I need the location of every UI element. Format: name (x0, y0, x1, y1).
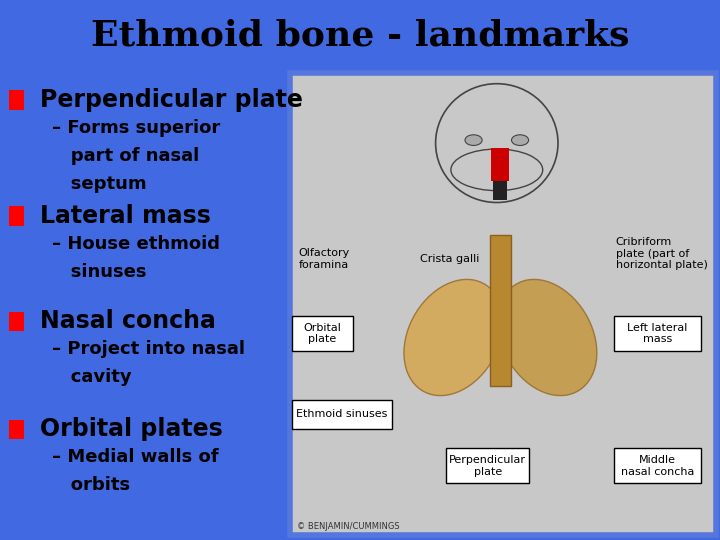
Text: © BENJAMIN/CUMMINGS: © BENJAMIN/CUMMINGS (297, 522, 400, 531)
FancyBboxPatch shape (9, 206, 24, 226)
FancyBboxPatch shape (9, 90, 24, 110)
Text: Olfactory
foramina: Olfactory foramina (299, 248, 350, 270)
Text: cavity: cavity (52, 368, 132, 387)
Text: – Medial walls of: – Medial walls of (52, 448, 218, 467)
Text: – House ethmoid: – House ethmoid (52, 235, 220, 253)
FancyBboxPatch shape (446, 448, 529, 483)
Text: Middle
nasal concha: Middle nasal concha (621, 455, 694, 476)
Text: Perpendicular plate: Perpendicular plate (40, 88, 302, 112)
FancyBboxPatch shape (490, 235, 511, 386)
Text: sinuses: sinuses (52, 263, 146, 281)
Text: Orbital
plate: Orbital plate (303, 322, 341, 345)
Ellipse shape (404, 279, 503, 396)
Text: Nasal concha: Nasal concha (40, 309, 215, 333)
Text: Cribriform
plate (part of
horizontal plate): Cribriform plate (part of horizontal pla… (616, 237, 708, 271)
Text: orbits: orbits (52, 476, 130, 495)
Text: – Forms superior: – Forms superior (52, 119, 220, 137)
Text: Lateral mass: Lateral mass (40, 204, 210, 228)
FancyBboxPatch shape (492, 181, 507, 200)
Text: Orbital plates: Orbital plates (40, 417, 222, 441)
Text: Ethmoid sinuses: Ethmoid sinuses (297, 409, 387, 420)
FancyBboxPatch shape (614, 316, 701, 351)
FancyBboxPatch shape (292, 400, 392, 429)
Text: Left lateral
mass: Left lateral mass (627, 322, 688, 345)
FancyBboxPatch shape (614, 448, 701, 483)
Text: Crista galli: Crista galli (420, 254, 480, 264)
FancyBboxPatch shape (292, 316, 353, 351)
Ellipse shape (511, 135, 528, 145)
FancyBboxPatch shape (9, 420, 24, 439)
FancyBboxPatch shape (290, 73, 716, 535)
Text: part of nasal: part of nasal (52, 147, 199, 165)
Text: – Project into nasal: – Project into nasal (52, 340, 245, 359)
Ellipse shape (465, 135, 482, 145)
Text: Ethmoid bone - landmarks: Ethmoid bone - landmarks (91, 18, 629, 52)
Text: septum: septum (52, 175, 146, 193)
Text: Perpendicular
plate: Perpendicular plate (449, 455, 526, 476)
Ellipse shape (498, 279, 597, 396)
FancyBboxPatch shape (491, 148, 509, 181)
FancyBboxPatch shape (9, 312, 24, 331)
